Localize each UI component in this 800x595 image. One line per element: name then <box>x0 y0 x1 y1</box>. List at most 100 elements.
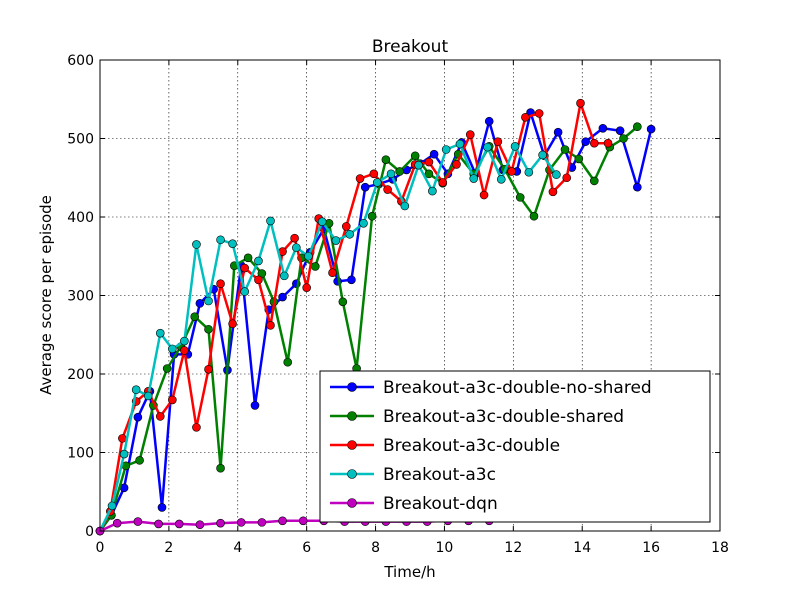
data-point <box>168 344 177 354</box>
data-point <box>355 174 365 183</box>
data-point <box>603 138 613 148</box>
data-point <box>438 178 448 187</box>
data-point <box>143 391 153 401</box>
data-point <box>162 364 172 373</box>
data-point <box>507 167 516 176</box>
legend-entry: Breakout-dqn <box>330 494 498 514</box>
data-point <box>479 190 489 200</box>
legend-label: Breakout-a3c <box>383 465 496 485</box>
data-point <box>410 151 420 161</box>
x-tick-label: 4 <box>233 540 242 556</box>
data-point <box>633 122 642 132</box>
legend-label: Breakout-dqn <box>383 494 498 514</box>
data-point <box>112 518 122 528</box>
data-point <box>204 324 213 334</box>
data-point <box>341 222 351 231</box>
legend-entry: Breakout-a3c-double-no-shared <box>330 378 652 398</box>
data-point <box>240 263 249 273</box>
data-point <box>328 268 337 278</box>
legend-box <box>319 370 711 523</box>
legend-marker <box>347 440 357 450</box>
data-point <box>372 178 382 187</box>
series-4 <box>95 139 561 536</box>
data-point <box>484 116 494 126</box>
data-point <box>240 287 249 296</box>
data-point <box>298 516 308 526</box>
data-point <box>131 385 141 395</box>
data-point <box>424 169 434 179</box>
x-tick-label: 10 <box>436 540 454 556</box>
data-point <box>574 154 584 164</box>
data-point <box>317 217 327 227</box>
data-point <box>228 239 237 248</box>
data-point <box>310 262 320 271</box>
data-point <box>524 167 534 177</box>
data-point <box>359 218 368 228</box>
legend-label: Breakout-a3c-double-no-shared <box>383 378 652 398</box>
data-point <box>589 176 599 186</box>
data-point <box>216 463 225 473</box>
data-point <box>216 518 225 528</box>
data-point <box>548 187 558 197</box>
data-point <box>347 275 356 285</box>
data-point <box>279 271 289 281</box>
data-point <box>228 319 237 329</box>
data-point <box>216 235 225 245</box>
data-point <box>290 233 299 243</box>
legend-marker <box>347 411 357 421</box>
legend-entry: Breakout-a3c <box>330 465 496 485</box>
data-point <box>576 98 585 108</box>
x-tick-label: 0 <box>96 540 105 556</box>
legend-marker <box>347 469 357 479</box>
data-point <box>465 130 475 139</box>
data-point <box>496 175 506 184</box>
data-point <box>107 501 117 511</box>
data-point <box>646 124 656 134</box>
data-point <box>395 167 404 176</box>
data-point <box>278 292 287 302</box>
data-point <box>254 256 263 266</box>
data-point <box>180 336 189 346</box>
legend-entry: Breakout-a3c-double <box>330 436 560 456</box>
x-tick-label: 16 <box>642 540 660 556</box>
data-point <box>534 109 544 118</box>
series-layer <box>95 98 656 536</box>
data-point <box>414 160 423 170</box>
data-point <box>369 169 379 179</box>
data-point <box>589 138 599 148</box>
data-point <box>192 423 201 432</box>
data-point <box>493 137 503 146</box>
data-point <box>633 182 642 192</box>
data-point <box>345 229 355 239</box>
data-point <box>452 160 461 169</box>
data-point <box>283 357 293 367</box>
data-point <box>400 201 410 211</box>
data-point <box>155 412 165 421</box>
data-point <box>455 139 465 149</box>
x-axis-label: Time/h <box>383 563 435 581</box>
data-point <box>192 240 201 249</box>
data-point <box>266 216 275 226</box>
y-axis-label: Average score per episode <box>37 195 55 395</box>
legend-marker <box>347 498 357 508</box>
data-point <box>195 299 205 308</box>
data-point <box>529 211 539 221</box>
data-point <box>338 297 348 307</box>
data-point <box>515 193 525 202</box>
legend-label: Breakout-a3c-double-shared <box>383 407 624 427</box>
x-tick-label: 12 <box>504 540 522 556</box>
x-tick-label: 2 <box>164 540 173 556</box>
y-tick-label: 300 <box>67 289 94 305</box>
x-tick-label: 14 <box>573 540 591 556</box>
legend: Breakout-a3c-double-no-shared Breakout-a3… <box>319 370 711 523</box>
y-tick-label: 100 <box>67 446 94 462</box>
data-point <box>292 243 301 252</box>
data-point <box>386 169 396 179</box>
x-tick-label: 8 <box>371 540 380 556</box>
data-point <box>135 456 144 465</box>
data-point <box>367 211 377 221</box>
data-point <box>360 182 370 192</box>
data-point <box>538 150 547 160</box>
data-point <box>133 517 143 526</box>
